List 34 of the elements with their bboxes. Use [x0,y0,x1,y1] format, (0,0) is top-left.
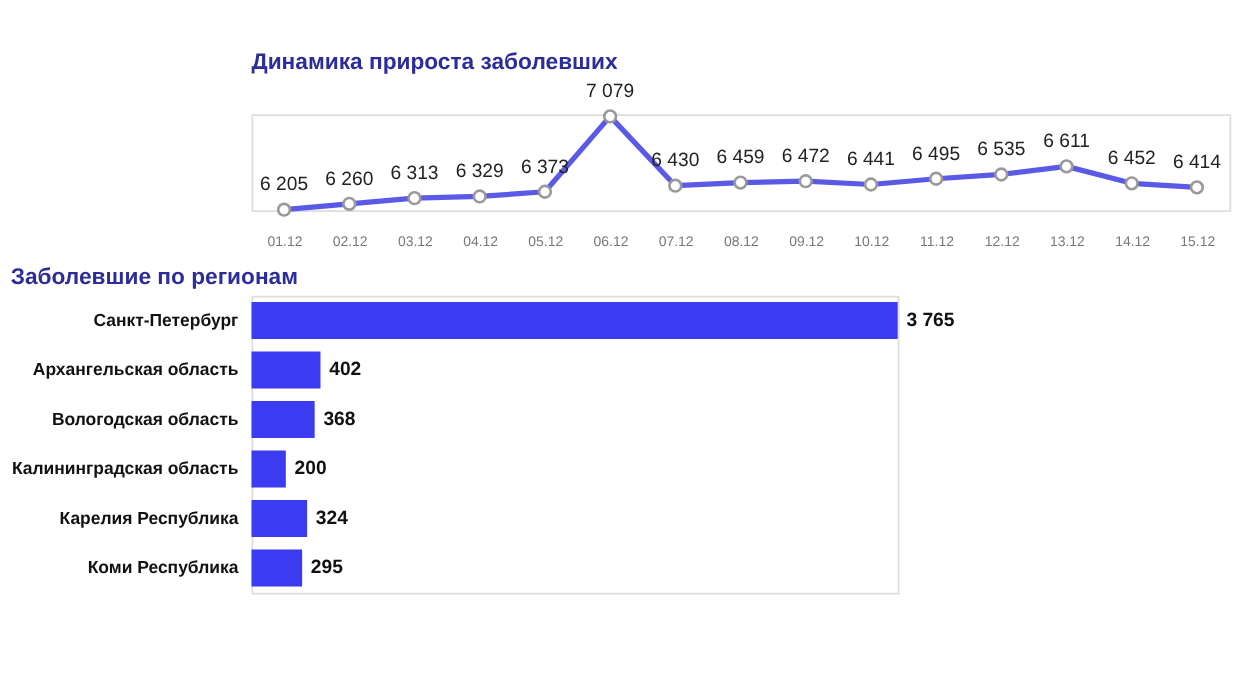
bar [251,351,321,389]
y-tick-label: Санкт-Петербург [93,309,240,330]
data-label: 6 414 [1172,152,1223,175]
data-label: 6 205 [260,174,309,197]
y-tick-label: Калининградская область [11,458,239,479]
y-tick-label: Вологодская область [51,408,239,429]
data-label: 6 329 [455,161,504,184]
bar [251,450,286,488]
data-label: 6 495 [912,143,961,166]
data-label: 6 535 [977,139,1026,162]
data-label: 324 [315,507,350,530]
data-label: 6 459 [716,147,765,170]
data-label: 295 [310,557,345,580]
data-label: 6 260 [325,168,374,191]
y-tick-label: Архангельская область [32,359,239,380]
y-tick-label: Коми Республика [87,557,239,578]
data-label: 6 441 [846,149,895,172]
data-label: 3 765 [906,309,956,332]
chart-title: Заболевшие по регионам [10,265,299,290]
data-label: 6 313 [390,162,439,185]
y-tick-label: Карелия Республика [59,507,239,528]
data-label: 6 430 [651,150,700,173]
bar [251,400,315,439]
data-label: 6 472 [781,145,830,168]
bar [251,499,308,538]
data-label: 6 611 [1043,131,1090,154]
data-label: 368 [323,408,357,431]
bar [251,549,303,587]
chart-title: Динамика прироста заболевших [251,51,619,76]
bar [251,301,898,340]
data-label: 7 079 [586,81,635,104]
data-label: 6 452 [1107,148,1156,171]
data-label: 402 [329,359,362,382]
data-label: 200 [294,458,327,481]
